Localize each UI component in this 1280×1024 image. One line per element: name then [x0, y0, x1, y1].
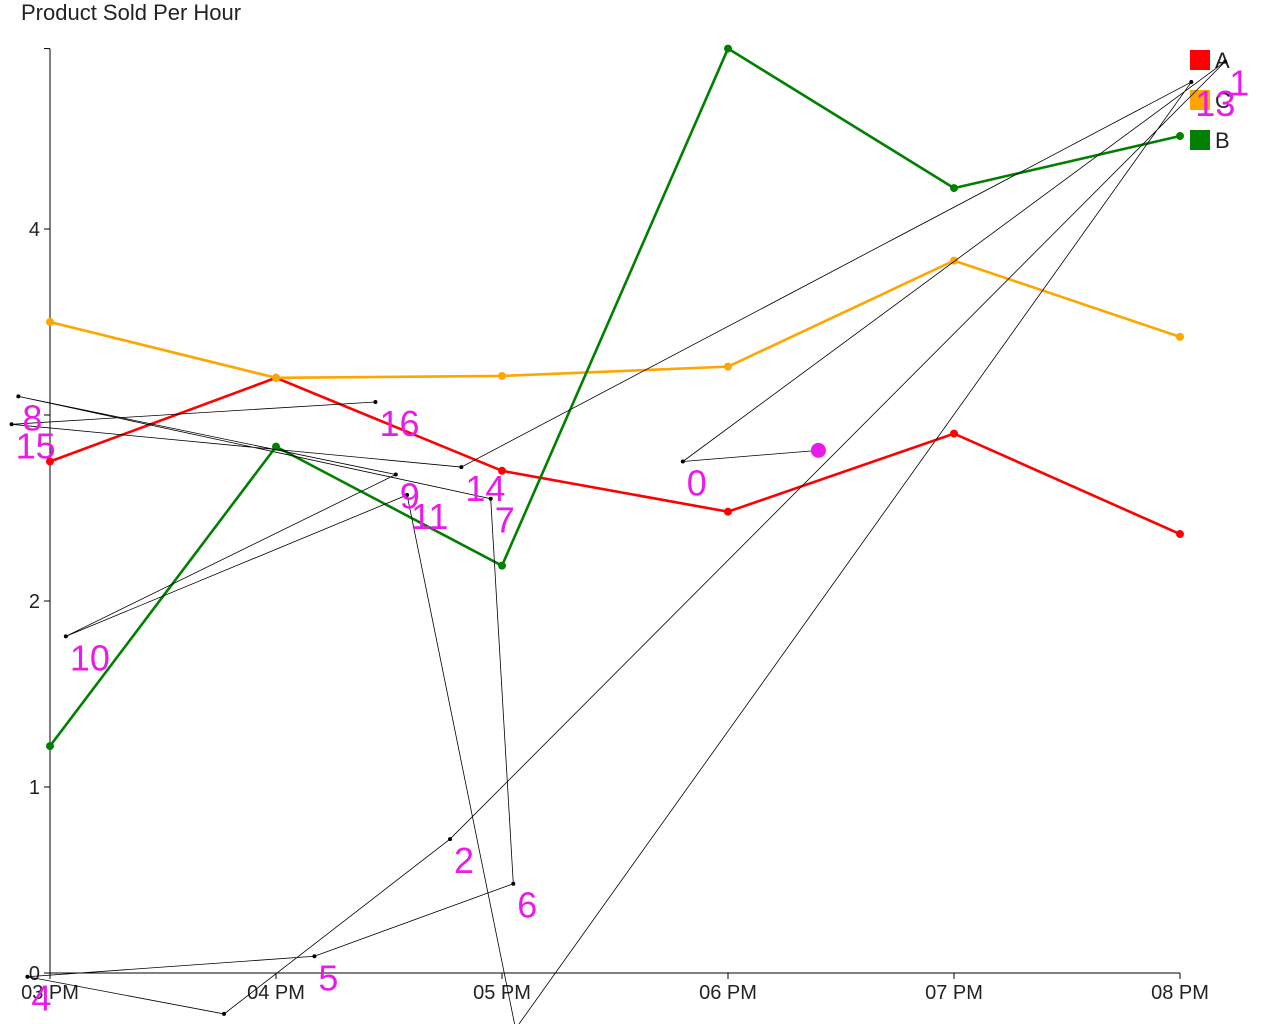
overlay-point — [63, 634, 68, 639]
overlay-point — [373, 399, 378, 404]
legend-label-C: C — [1215, 88, 1231, 113]
overlay-point — [488, 496, 493, 501]
overlay-point — [1189, 80, 1194, 85]
overlay-point — [222, 1011, 227, 1016]
series-line-C — [49, 259, 1181, 380]
overlay-label: 4 — [31, 978, 51, 1019]
overlay-point — [1223, 59, 1228, 64]
series-layer — [46, 44, 1184, 751]
overlay-label: 5 — [318, 957, 338, 998]
legend-swatch-A — [1190, 50, 1210, 70]
series-point-A — [46, 457, 54, 466]
series-point-A — [498, 466, 506, 475]
overlay-point — [9, 422, 14, 427]
x-tick-label: 04 PM — [247, 982, 305, 1004]
series-point-C — [724, 362, 732, 371]
overlay-label: 0 — [687, 463, 707, 504]
x-tick-label: 05 PM — [473, 982, 531, 1004]
y-tick-label: 2 — [29, 591, 40, 613]
series-point-B — [498, 561, 506, 570]
series-point-B — [46, 742, 54, 751]
overlay-marker — [810, 442, 826, 458]
overlay-label: 9 — [400, 476, 420, 517]
series-point-A — [724, 507, 732, 516]
axes: 0 1 2 4 03 PM 04 PM 05 PM 06 PM 07 PM 08 PM — [21, 48, 1209, 1004]
series-point-C — [46, 318, 54, 326]
series-point-C — [1176, 332, 1184, 341]
series-point-A — [950, 429, 958, 438]
overlay-point — [312, 954, 317, 959]
series-point-B — [1176, 132, 1184, 140]
series-point-A — [1176, 530, 1184, 539]
overlay-label: 14 — [465, 468, 505, 509]
overlay-point — [25, 974, 30, 979]
y-tick-label: 0 — [29, 963, 40, 985]
x-tick-label: 06 PM — [699, 982, 757, 1004]
legend: ACB — [1190, 48, 1231, 153]
overlay-point — [16, 394, 21, 399]
series-point-C — [272, 373, 280, 382]
overlay-label: 8 — [22, 397, 42, 438]
overlay-point — [405, 492, 410, 497]
legend-swatch-B — [1190, 130, 1210, 150]
legend-label-B: B — [1215, 128, 1230, 153]
overlay-point — [511, 881, 516, 886]
overlay-label: 15 — [16, 425, 56, 466]
x-tick-label: 03 PM — [21, 982, 79, 1004]
overlay-label: 11 — [411, 496, 448, 537]
overlay-point — [448, 837, 453, 842]
overlay-label: 1 — [1229, 63, 1249, 104]
overlay-point — [393, 472, 398, 477]
overlay-marker-link — [682, 449, 819, 462]
y-tick-label: 4 — [29, 219, 40, 241]
y-tick-label: 1 — [29, 777, 40, 799]
series-point-B — [724, 44, 732, 53]
series-point-C — [498, 371, 506, 380]
overlay-label: 2 — [454, 840, 474, 881]
series-line-A — [49, 376, 1181, 536]
legend-swatch-C — [1190, 90, 1210, 110]
overlay-label: 10 — [70, 637, 110, 678]
overlay-point — [459, 465, 464, 470]
overlay-label: 6 — [517, 885, 537, 926]
x-tick-label: 07 PM — [925, 982, 983, 1004]
chart-title: Product Sold Per Hour — [21, 0, 242, 25]
overlay-connector — [11, 61, 1226, 1024]
x-tick-label: 08 PM — [1151, 982, 1209, 1004]
overlay-label: 7 — [495, 500, 515, 541]
overlay-label: 16 — [379, 403, 419, 444]
overlay-point — [680, 459, 685, 464]
series-point-B — [950, 184, 958, 193]
overlay-label: 13 — [1195, 83, 1235, 124]
series-line-B — [48, 46, 1181, 747]
